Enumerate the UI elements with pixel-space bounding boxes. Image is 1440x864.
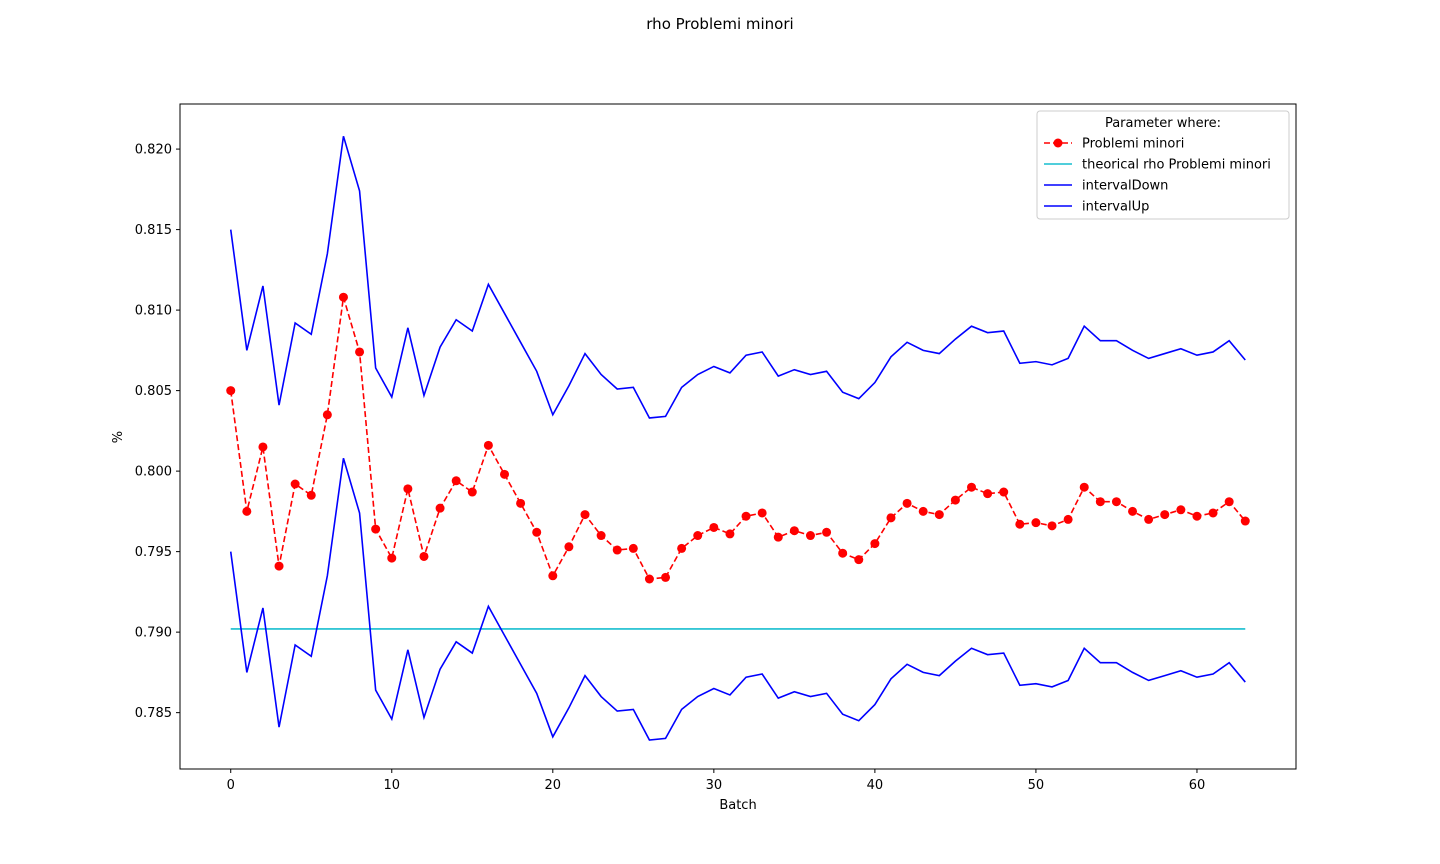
- data-point: [258, 442, 268, 452]
- data-point: [822, 527, 832, 537]
- y-axis-label: %: [111, 431, 126, 443]
- data-point: [516, 498, 526, 508]
- data-point: [789, 526, 799, 536]
- data-point: [387, 553, 397, 563]
- data-point: [983, 489, 993, 499]
- data-point: [290, 479, 300, 489]
- axes-frame: [179, 103, 1297, 770]
- legend-label: intervalDown: [1082, 179, 1168, 194]
- data-point: [918, 506, 928, 516]
- series-line-intervaldown: [229, 458, 1246, 741]
- data-point: [628, 543, 638, 553]
- data-point: [1128, 506, 1138, 516]
- data-point: [693, 531, 703, 541]
- data-point: [1047, 521, 1057, 531]
- data-point: [338, 292, 348, 302]
- data-point: [532, 527, 542, 537]
- data-point: [548, 571, 558, 581]
- y-tick-label: 0.815: [135, 223, 172, 238]
- data-point: [934, 510, 944, 520]
- y-tick-label: 0.785: [135, 706, 172, 721]
- y-tick-label: 0.795: [135, 545, 172, 560]
- legend-marker: [1053, 138, 1063, 148]
- series-line-intervalup: [229, 135, 1246, 419]
- data-point: [1144, 514, 1154, 524]
- data-point: [741, 511, 751, 521]
- y-tick-label: 0.800: [135, 465, 172, 480]
- data-point: [1079, 482, 1089, 492]
- data-point: [419, 551, 429, 561]
- data-point: [403, 484, 413, 494]
- data-point: [1111, 497, 1121, 507]
- chart-title: rho Problemi minori: [646, 15, 793, 33]
- data-point: [1160, 510, 1170, 520]
- x-tick-label: 0: [227, 778, 235, 793]
- data-point: [1208, 508, 1218, 518]
- data-point: [306, 490, 316, 500]
- data-point: [854, 555, 864, 565]
- data-point: [564, 542, 574, 552]
- data-point: [467, 487, 477, 497]
- y-tick-label: 0.805: [135, 384, 172, 399]
- series-line-problemi-minori: [229, 296, 1246, 580]
- x-tick-label: 60: [1189, 778, 1206, 793]
- data-point: [1031, 518, 1041, 528]
- data-point: [596, 531, 606, 541]
- data-point: [644, 574, 654, 584]
- legend-label: theorical rho Problemi minori: [1082, 158, 1271, 173]
- data-point: [499, 469, 509, 479]
- data-point: [950, 495, 960, 505]
- x-axis-label: Batch: [719, 798, 756, 813]
- data-point: [725, 529, 735, 539]
- legend: Parameter where: Problemi minori theorica…: [1036, 110, 1290, 220]
- data-point: [435, 503, 445, 513]
- data-point: [355, 347, 365, 357]
- data-point: [999, 487, 1009, 497]
- y-tick-label: 0.790: [135, 626, 172, 641]
- x-tick-label: 10: [383, 778, 400, 793]
- data-point: [1176, 505, 1186, 515]
- y-tick-label: 0.810: [135, 304, 172, 319]
- x-axis: 0 10 20 30 40 50 60: [227, 769, 1206, 793]
- data-point: [242, 506, 252, 516]
- data-point: [1192, 511, 1202, 521]
- legend-label: intervalUp: [1082, 200, 1149, 215]
- data-point: [661, 572, 671, 582]
- x-tick-label: 50: [1028, 778, 1045, 793]
- y-tick-label: 0.820: [135, 143, 172, 158]
- data-point: [757, 508, 767, 518]
- plot-area: [226, 135, 1250, 741]
- data-point: [371, 524, 381, 534]
- x-tick-label: 20: [545, 778, 562, 793]
- legend-label: Problemi minori: [1082, 137, 1184, 152]
- data-point: [870, 539, 880, 549]
- data-point: [322, 410, 332, 420]
- legend-box: [1036, 110, 1290, 220]
- data-point: [1063, 514, 1073, 524]
- data-point: [612, 545, 622, 555]
- x-tick-label: 30: [706, 778, 723, 793]
- data-point: [805, 531, 815, 541]
- data-point: [1240, 516, 1250, 526]
- data-point: [886, 513, 896, 523]
- y-axis: 0.785 0.790 0.795 0.800 0.805 0.810 0.815 0.820: [135, 143, 180, 721]
- data-point: [1095, 497, 1105, 507]
- data-point: [967, 482, 977, 492]
- data-point: [580, 510, 590, 520]
- data-point: [773, 532, 783, 542]
- data-point: [483, 440, 493, 450]
- data-point: [838, 548, 848, 558]
- data-point: [1015, 519, 1025, 529]
- data-point: [709, 522, 719, 532]
- data-point: [274, 561, 284, 571]
- data-point: [1224, 497, 1234, 507]
- data-point: [451, 476, 461, 486]
- x-tick-label: 40: [867, 778, 884, 793]
- data-point: [902, 498, 912, 508]
- legend-title: Parameter where:: [1105, 116, 1221, 131]
- data-point: [677, 543, 687, 553]
- data-point: [226, 386, 236, 396]
